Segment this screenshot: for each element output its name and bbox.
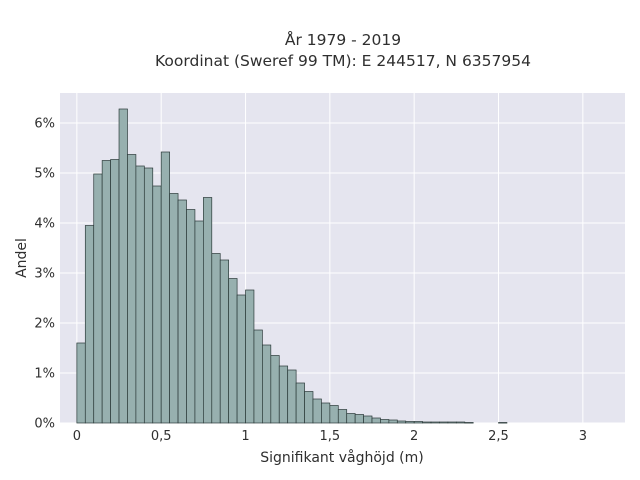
histogram-bar [430, 421, 440, 424]
y-tick-label: 6% [34, 117, 55, 132]
histogram-bar [464, 422, 474, 424]
histogram-bar [346, 413, 356, 424]
x-tick-label: 0 [73, 429, 81, 444]
histogram-bar [101, 160, 111, 424]
chart-subtitle: Koordinat (Sweref 99 TM): E 244517, N 63… [155, 52, 531, 70]
histogram-bar [439, 421, 449, 424]
histogram-bar [93, 173, 103, 424]
histogram-bar [413, 421, 423, 424]
histogram-bar [169, 193, 179, 424]
x-tick-label: 1 [241, 429, 249, 444]
histogram-bar [76, 342, 86, 424]
x-tick-labels: 0 0,5 1 1,5 2 2,5 3 [73, 429, 587, 444]
histogram-bar [329, 405, 339, 424]
histogram-bar [135, 165, 145, 424]
histogram-bar [253, 329, 263, 424]
histogram-bar [321, 402, 331, 424]
y-tick-label: 4% [34, 217, 55, 232]
y-tick-label: 2% [34, 317, 55, 332]
histogram-bar [455, 421, 466, 424]
histogram-bar [160, 151, 170, 424]
histogram-bar [396, 420, 407, 424]
y-tick-label: 5% [34, 167, 55, 182]
y-tick-label: 3% [34, 267, 55, 282]
histogram-bar [84, 225, 95, 424]
histogram-bar [354, 414, 364, 424]
histogram-bar [312, 398, 322, 424]
histogram-bar [498, 422, 508, 424]
histogram-bar [194, 220, 204, 424]
histogram-bar [405, 421, 415, 424]
y-tick-label: 1% [34, 367, 55, 382]
histogram-bar [262, 344, 272, 424]
histogram-bar [388, 419, 398, 424]
histogram-bar [219, 259, 230, 424]
x-tick-label: 3 [579, 429, 587, 444]
histogram-bar [203, 197, 213, 424]
histogram-bar [337, 409, 348, 424]
histogram-bar [304, 391, 314, 424]
histogram-bar [295, 382, 305, 424]
y-tick-label: 0% [34, 417, 55, 432]
x-tick-label: 2 [410, 429, 418, 444]
histogram-bar [380, 419, 390, 424]
histogram-bar [177, 199, 187, 424]
y-axis-label: Andel [14, 238, 30, 278]
histogram-bar [447, 421, 457, 424]
x-tick-label: 1,5 [320, 429, 341, 444]
y-tick-labels: 0% 1% 2% 3% 4% 5% 6% [34, 117, 55, 432]
histogram-bar [422, 421, 432, 424]
histogram-bar [228, 278, 238, 424]
histogram-bar [363, 415, 373, 424]
histogram-bar [110, 159, 120, 424]
histogram-bar [371, 417, 381, 424]
x-tick-label: 0,5 [151, 429, 172, 444]
histogram-bar [186, 209, 196, 424]
histogram-bar [245, 289, 255, 424]
x-tick-label: 2,5 [488, 429, 509, 444]
histogram-bar [211, 253, 221, 424]
histogram-bar [127, 154, 137, 424]
histogram-bar [143, 167, 154, 424]
histogram-bars [76, 108, 508, 424]
histogram-bar [278, 365, 289, 424]
histogram-bar [287, 369, 297, 424]
histogram-bar [236, 294, 246, 424]
histogram-bar [270, 355, 280, 424]
histogram-bar [118, 108, 128, 424]
chart-title: År 1979 - 2019 [285, 30, 401, 49]
x-axis-label: Signifikant våghöjd (m) [260, 449, 423, 466]
histogram-bar [152, 185, 162, 424]
